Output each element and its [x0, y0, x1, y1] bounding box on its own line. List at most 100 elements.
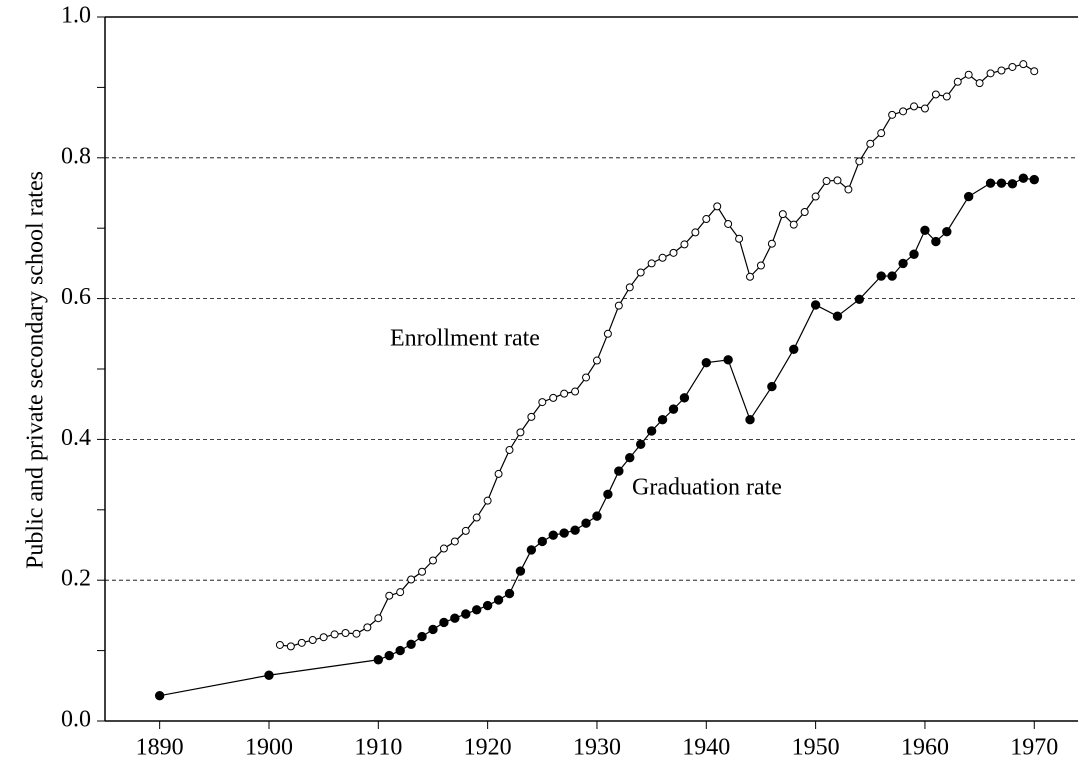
data-point: [538, 398, 547, 407]
y-tick-label: 0.8: [61, 143, 91, 169]
data-point: [669, 248, 678, 257]
data-point: [396, 588, 405, 597]
data-point: [778, 210, 787, 219]
data-point: [767, 239, 776, 248]
data-point: [516, 428, 525, 437]
data-point: [832, 311, 843, 321]
data-point: [702, 215, 711, 224]
data-point: [614, 301, 623, 310]
data-point: [319, 633, 328, 642]
data-point: [658, 253, 667, 262]
data-point: [767, 381, 777, 392]
x-tick-label: 1940: [682, 735, 730, 761]
data-point: [1019, 60, 1028, 69]
data-point: [537, 536, 548, 547]
data-point: [581, 518, 591, 528]
data-point: [920, 225, 930, 236]
data-point: [363, 623, 372, 632]
data-point: [931, 90, 940, 99]
data-point: [898, 258, 908, 269]
data-point: [679, 393, 690, 403]
data-point: [997, 66, 1006, 75]
data-point: [985, 178, 996, 188]
x-tick-label: 1960: [901, 735, 949, 761]
data-point: [647, 259, 656, 268]
data-point: [920, 104, 929, 113]
data-point: [504, 588, 515, 599]
data-point: [713, 202, 722, 211]
data-point: [450, 613, 460, 623]
data-point: [942, 92, 951, 101]
data-point: [811, 192, 820, 201]
data-point: [526, 545, 537, 555]
data-point: [876, 271, 886, 281]
data-point: [963, 191, 974, 202]
data-point: [789, 220, 798, 229]
data-point: [724, 219, 733, 228]
y-tick-label: 1.0: [61, 3, 91, 29]
data-point: [428, 556, 437, 565]
data-point: [996, 178, 1007, 188]
data-point: [844, 185, 853, 194]
data-point: [341, 629, 350, 637]
data-point: [482, 600, 493, 611]
y-axis-label: Public and private secondary school rate…: [23, 171, 49, 569]
data-point: [789, 344, 799, 354]
data-point: [1018, 173, 1029, 183]
data-point: [735, 234, 744, 243]
data-point: [1029, 174, 1039, 185]
data-point: [494, 469, 503, 478]
data-point: [154, 690, 165, 701]
data-point: [899, 107, 908, 116]
data-point: [800, 208, 809, 217]
data-point: [560, 389, 569, 398]
data-point: [592, 511, 602, 521]
data-point: [942, 227, 952, 237]
data-point: [418, 567, 427, 576]
data-point: [395, 645, 405, 656]
data-point: [668, 404, 679, 414]
data-point: [549, 393, 558, 402]
data-point: [810, 300, 821, 310]
data-point: [439, 544, 448, 553]
data-point: [691, 228, 700, 237]
data-point: [472, 513, 481, 522]
data-point: [493, 595, 504, 605]
data-point: [559, 528, 569, 538]
data-point: [1030, 67, 1039, 76]
data-point: [1007, 179, 1018, 189]
data-point: [931, 236, 941, 247]
y-tick-label: 0.6: [61, 284, 91, 310]
x-tick-label: 1930: [573, 735, 621, 761]
data-point: [515, 566, 526, 576]
data-point: [636, 268, 645, 277]
data-point: [986, 69, 995, 78]
data-point: [746, 272, 755, 281]
data-point: [866, 139, 875, 148]
data-point: [374, 614, 383, 623]
data-point: [953, 77, 962, 86]
data-point: [275, 640, 284, 649]
data-point: [625, 283, 634, 292]
data-point: [887, 271, 897, 281]
data-point: [701, 357, 711, 368]
data-point: [745, 414, 755, 425]
data-point: [297, 638, 306, 647]
data-point: [833, 176, 842, 185]
data-point: [603, 489, 613, 500]
data-point: [570, 525, 580, 535]
x-tick-label: 1890: [136, 735, 184, 761]
data-point: [854, 294, 865, 305]
data-point: [439, 617, 449, 628]
y-tick-label: 0.0: [61, 707, 91, 733]
data-point: [406, 639, 416, 649]
x-tick-label: 1900: [245, 735, 293, 761]
y-tick-label: 0.2: [61, 566, 91, 592]
data-point: [646, 426, 657, 436]
data-point: [352, 629, 361, 638]
data-point: [603, 329, 612, 338]
data-point: [756, 261, 765, 270]
data-point: [635, 439, 646, 450]
data-point: [680, 240, 689, 249]
data-point: [384, 650, 394, 661]
